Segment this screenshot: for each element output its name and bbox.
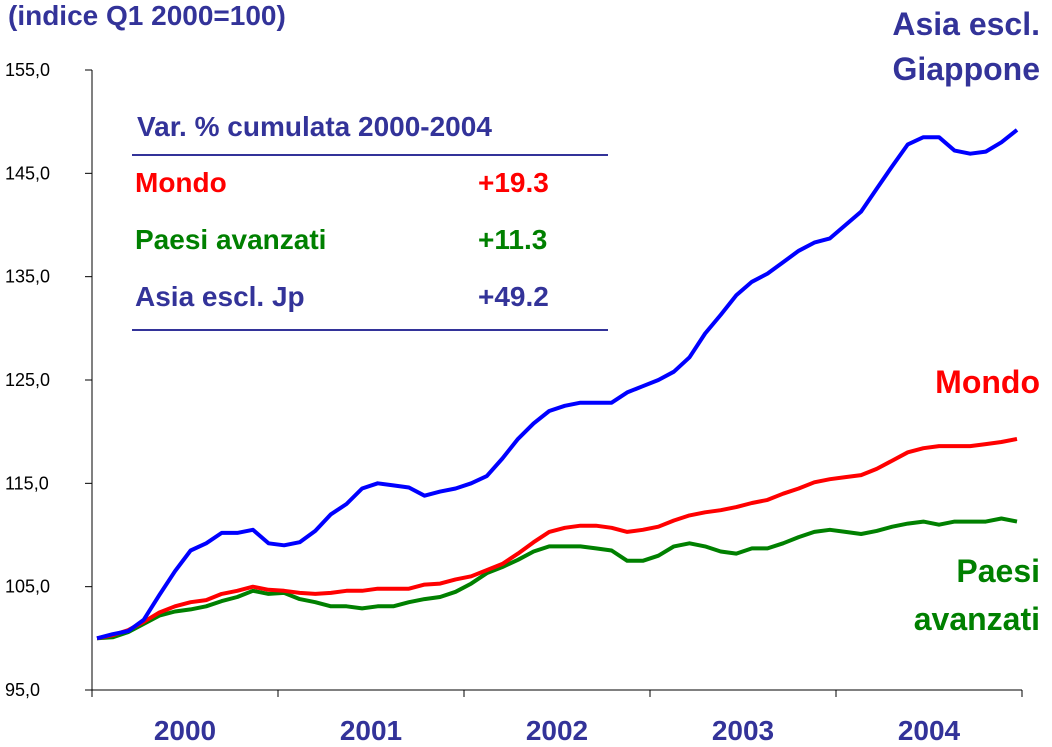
line-label: avanzati — [914, 601, 1040, 637]
series-line — [96, 436, 1018, 641]
x-tick-label: 2001 — [340, 715, 402, 746]
table-value: +11.3 — [478, 224, 547, 255]
x-tick-label: 2002 — [526, 715, 588, 746]
table-name: Asia escl. Jp — [135, 281, 305, 312]
table-name: Mondo — [135, 167, 227, 198]
y-tick-label: 145,0 — [5, 163, 50, 183]
y-tick-label: 95,0 — [5, 680, 40, 700]
y-tick-label: 115,0 — [5, 473, 49, 493]
table-name: Paesi avanzati — [135, 224, 326, 255]
series-line — [96, 516, 1018, 641]
y-tick-label: 155,0 — [5, 60, 50, 80]
line-label: Mondo — [935, 364, 1040, 400]
table-value: +49.2 — [478, 281, 549, 312]
table-title: Var. % cumulata 2000-2004 — [137, 111, 492, 142]
series-line — [96, 128, 1019, 641]
y-tick-label: 135,0 — [5, 267, 50, 287]
y-tick-label: 125,0 — [5, 370, 50, 390]
chart-title: (indice Q1 2000=100) — [8, 0, 286, 31]
x-tick-label: 2000 — [154, 715, 216, 746]
y-tick-label: 105,0 — [5, 577, 50, 597]
line-label: Giappone — [892, 51, 1040, 87]
line-label: Asia escl. — [892, 6, 1040, 42]
table-value: +19.3 — [478, 167, 549, 198]
x-tick-label: 2004 — [898, 715, 961, 746]
line-label: Paesi — [956, 553, 1040, 589]
x-tick-label: 2003 — [712, 715, 774, 746]
